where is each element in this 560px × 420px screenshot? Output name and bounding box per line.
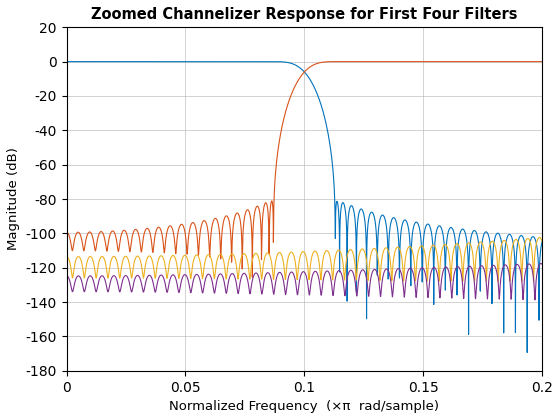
Y-axis label: Magnitude (dB): Magnitude (dB)	[7, 147, 20, 250]
Title: Zoomed Channelizer Response for First Four Filters: Zoomed Channelizer Response for First Fo…	[91, 7, 517, 22]
X-axis label: Normalized Frequency  (×π  rad/sample): Normalized Frequency (×π rad/sample)	[169, 400, 440, 413]
